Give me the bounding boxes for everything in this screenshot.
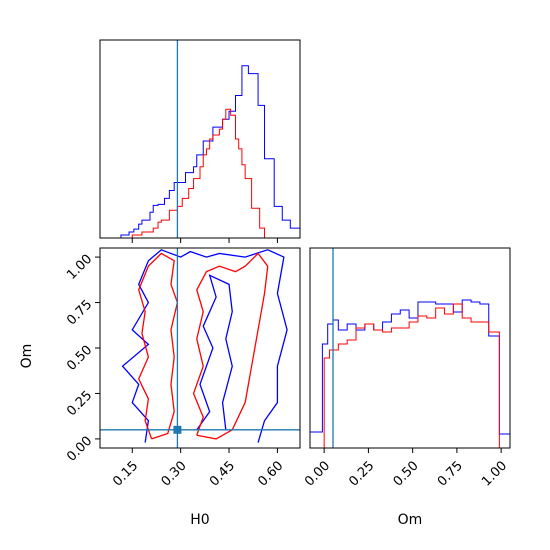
panel-3: 0.15 0.30 0.45 0.60 0.00 0.25 0.50 0.75 1.00 H0 Om [19, 247, 301, 528]
y-tick-label: 0.25 [64, 388, 95, 419]
panel-1 [99, 39, 301, 243]
x-tick-label: 0.60 [255, 458, 286, 489]
histogram-series-1 [310, 299, 510, 448]
x-tick-label: 0.15 [110, 458, 141, 489]
x-tick-label: 0.00 [302, 458, 333, 489]
contour-line-1 [121, 249, 288, 443]
x-tick-label: 0.30 [159, 458, 190, 489]
contour-line-2 [196, 274, 233, 431]
y-tick-label: 1.00 [64, 252, 95, 283]
panel-plot-area [310, 248, 510, 448]
x-axis-label: Om [398, 512, 423, 528]
panel-frame [99, 39, 301, 239]
x-axis-label: H0 [190, 512, 209, 528]
x-tick-label: 0.75 [435, 458, 466, 489]
x-tick-label: 0.45 [207, 458, 238, 489]
panel-frame [99, 247, 301, 449]
y-axis-label: Om [19, 344, 35, 369]
x-tick-label: 0.25 [346, 458, 377, 489]
histogram-series-1 [120, 65, 300, 238]
y-tick-label: 0.00 [64, 434, 95, 465]
panel-plot-area [100, 248, 300, 448]
histogram-series-2 [323, 303, 500, 448]
panel-plot-area [120, 40, 300, 238]
panel-2: 0.00 0.25 0.50 0.75 1.00 Om [302, 247, 511, 528]
x-tick-label: 1.00 [479, 458, 510, 489]
panel-frame [309, 247, 511, 449]
truth-point-marker [173, 425, 182, 434]
contour-line-4 [192, 252, 269, 440]
histogram-series-2 [131, 108, 268, 238]
y-tick-label: 0.75 [64, 297, 95, 328]
y-tick-label: 0.50 [64, 343, 95, 374]
contour-line-3 [137, 252, 179, 440]
x-tick-label: 0.50 [391, 458, 422, 489]
